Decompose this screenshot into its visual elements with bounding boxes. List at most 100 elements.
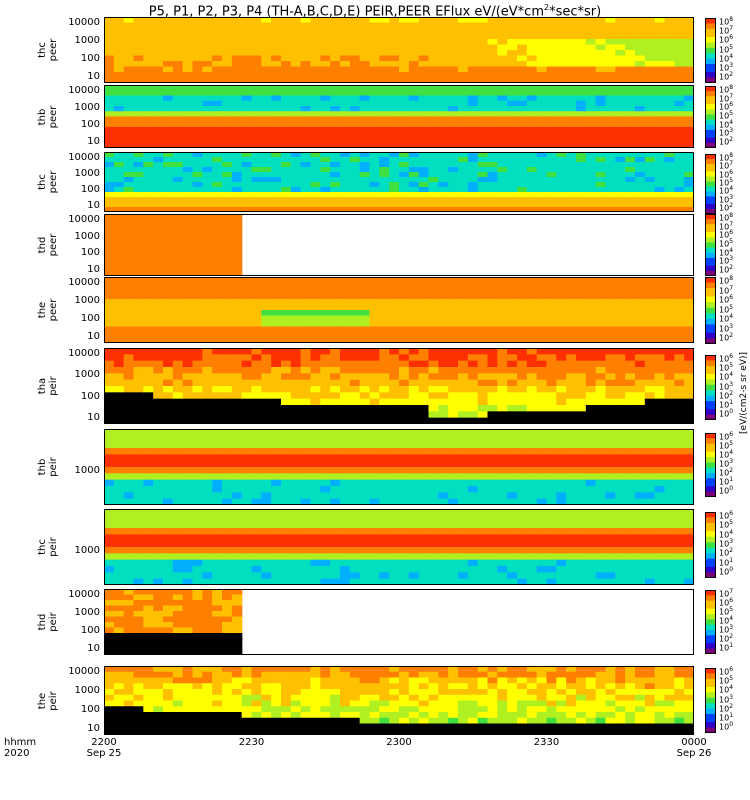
heatmap-cell [241, 162, 253, 168]
heatmap-cell [497, 197, 508, 203]
heatmap-cell [251, 448, 262, 456]
heatmap-cell [664, 392, 675, 400]
colorbar-step [705, 441, 716, 445]
heatmap-cell [369, 486, 380, 494]
heatmap-cell [261, 435, 272, 443]
heatmap-cell [133, 162, 144, 168]
heatmap-cell [487, 332, 498, 339]
heatmap-cell [536, 467, 548, 475]
heatmap-cell [212, 202, 223, 208]
heatmap-cell [546, 392, 557, 400]
heatmap-cell [477, 90, 489, 97]
heatmap-cell [487, 435, 498, 443]
heatmap-cell [261, 354, 272, 362]
heatmap-cell [399, 162, 410, 168]
heatmap-cell [625, 162, 636, 168]
heatmap-cell [113, 282, 125, 289]
heatmap-cell [212, 293, 223, 300]
heatmap-cell [212, 467, 223, 475]
heatmap-cell [526, 326, 538, 333]
heatmap-cell [536, 310, 548, 317]
heatmap-cell [231, 182, 243, 188]
heatmap-cell [497, 337, 508, 343]
heatmap-cell [133, 559, 144, 568]
heatmap-cell [241, 172, 253, 178]
heatmap-cell [408, 479, 420, 488]
heatmap-cell [163, 72, 174, 79]
heatmap-cell [369, 332, 380, 339]
heatmap-cell [104, 454, 115, 462]
heatmap-cell [595, 315, 607, 322]
heatmap-cell [418, 326, 430, 333]
heatmap-cell [123, 572, 135, 580]
heatmap-cell [202, 332, 213, 339]
heatmap-cell [418, 22, 430, 29]
heatmap-cell [241, 127, 253, 134]
heatmap-cell [507, 326, 518, 333]
colorbar-step [705, 494, 716, 498]
heatmap-cell [556, 473, 567, 481]
heatmap-cell [143, 578, 154, 585]
heatmap-cell [163, 559, 174, 568]
heatmap-cell [349, 127, 361, 134]
heatmap-cell [212, 152, 223, 158]
heatmap-cell [241, 39, 253, 46]
heatmap-cell [517, 386, 528, 394]
heatmap-cell [330, 207, 341, 212]
heatmap-cell [290, 172, 302, 178]
heatmap-cell [320, 142, 331, 148]
heatmap-cell [615, 405, 626, 413]
heatmap-cell [644, 460, 656, 469]
heatmap-cell [340, 50, 351, 57]
heatmap-cell [546, 33, 557, 40]
heatmap-cell [408, 288, 420, 295]
heatmap-cell [123, 187, 135, 193]
heatmap-cell [517, 72, 528, 79]
heatmap-cell [595, 304, 607, 311]
heatmap-cell [458, 111, 469, 118]
heatmap-cell [143, 229, 154, 236]
heatmap-cell [182, 540, 194, 549]
heatmap-cell [635, 111, 646, 118]
heatmap-cell [172, 277, 184, 284]
colorbar-step [705, 132, 716, 136]
heatmap-cell [271, 157, 282, 163]
heatmap-cell [428, 192, 439, 198]
heatmap-cell [615, 498, 626, 505]
heatmap-cell [241, 116, 253, 123]
heatmap-cell [487, 367, 498, 375]
heatmap-cell [300, 167, 312, 173]
heatmap-cell [172, 479, 184, 488]
heatmap-cell [172, 540, 184, 549]
heatmap-cell [192, 95, 203, 102]
heatmap-cell [281, 373, 292, 381]
heatmap-cell [467, 386, 479, 394]
y-tick-label: 10000 [68, 277, 100, 288]
heatmap-cell [251, 479, 262, 488]
heatmap-cell [497, 386, 508, 394]
heatmap-cell [408, 321, 420, 328]
colorbar-step [705, 371, 716, 375]
heatmap-cell [300, 360, 312, 369]
heatmap-cell [231, 486, 243, 494]
heatmap-cell [526, 367, 538, 375]
heatmap-cell [379, 116, 390, 123]
heatmap-cell [546, 22, 557, 29]
heatmap-cell [359, 386, 371, 394]
heatmap-cell [133, 354, 144, 362]
heatmap-cell [507, 137, 518, 144]
heatmap-cell [133, 398, 144, 407]
heatmap-cell [438, 454, 449, 462]
heatmap-cell [310, 299, 321, 306]
heatmap-cell [202, 348, 213, 356]
heatmap-cell [271, 85, 282, 92]
panel-5 [104, 348, 694, 424]
heatmap-cell [517, 111, 528, 118]
heatmap-cell [556, 367, 567, 375]
heatmap-cell [566, 187, 577, 193]
heatmap-cell [526, 435, 538, 443]
heatmap-cell [399, 348, 410, 356]
heatmap-cell [192, 22, 203, 29]
colorbar-step [705, 106, 716, 110]
heatmap-cell [143, 326, 154, 333]
